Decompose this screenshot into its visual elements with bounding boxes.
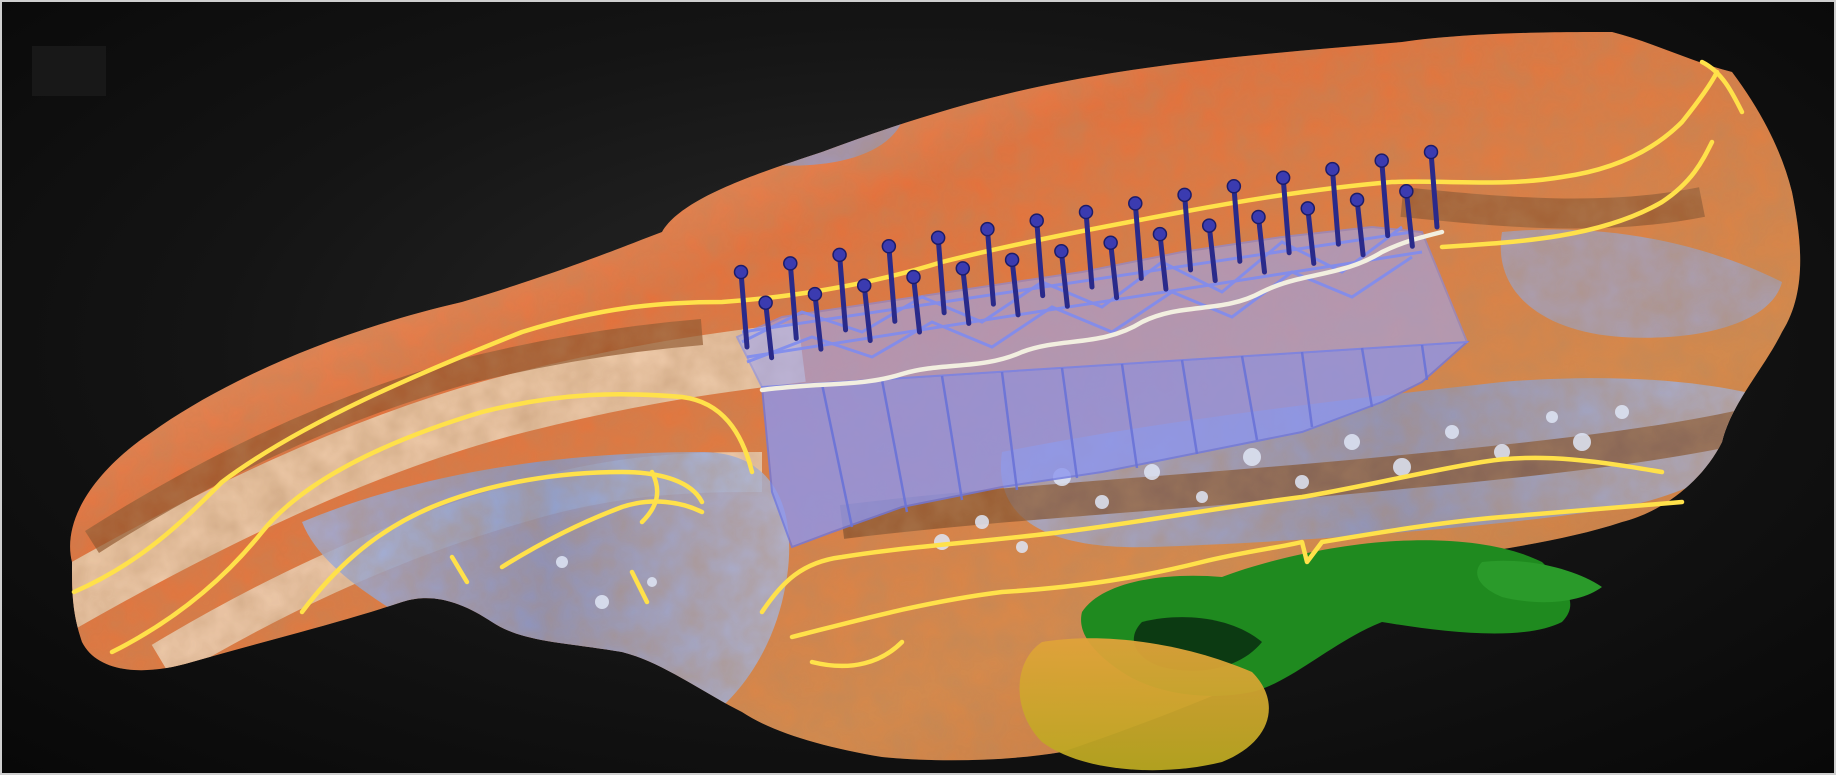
anchor-post [984, 226, 996, 307]
anchor-post-head [1300, 201, 1316, 216]
anchor-post-head [1423, 144, 1439, 160]
anchor-post-head [832, 247, 847, 263]
anchor-post [1354, 197, 1366, 258]
anchor-post [1206, 223, 1218, 284]
anchor-post-head [1004, 252, 1020, 268]
contour-line [71, 69, 1720, 595]
anchor-post-head [1226, 179, 1242, 194]
anchor-post [1329, 166, 1341, 247]
contour-line [1699, 59, 1745, 115]
anchor-post-head [1201, 218, 1217, 233]
contour-line [109, 391, 755, 655]
anchor-post-head [856, 278, 872, 293]
anchor-post-head [1054, 244, 1069, 259]
anchor-post [1403, 188, 1415, 249]
anchor-post [1231, 183, 1243, 264]
anchor-post-head [1325, 161, 1340, 177]
anchor-post-head [1103, 235, 1118, 250]
anchor-post-head [1399, 184, 1414, 199]
anchor-post-head [1251, 209, 1266, 225]
anchor-post-head [881, 239, 897, 254]
vegetation-area [1019, 540, 1602, 771]
anchor-post [1305, 205, 1317, 266]
contour-line [299, 469, 705, 615]
anchor-post-head [906, 269, 921, 285]
wall-surface [760, 340, 1470, 549]
contour-line [1439, 139, 1715, 250]
contour-line [759, 455, 1665, 615]
anchor-post-head [783, 256, 798, 271]
anchor-post [763, 300, 775, 361]
anchor-post [1058, 248, 1070, 309]
anchor-post-head [1275, 170, 1291, 185]
anchor-post [1428, 149, 1440, 230]
anchor-post-head [955, 261, 971, 276]
anchor-post-head [733, 264, 749, 280]
anchor-post-head [980, 221, 995, 237]
anchor-post [861, 283, 873, 344]
anchor-post [935, 235, 947, 316]
anchor-post-head [1128, 196, 1143, 211]
anchor-post [1256, 214, 1267, 275]
anchor-post-head [1152, 226, 1168, 242]
anchor-post [1379, 158, 1391, 239]
contour-line [809, 639, 905, 669]
anchor-post [1182, 192, 1194, 273]
anchor-post [812, 291, 824, 352]
contour-line [499, 499, 705, 570]
anchor-post [960, 265, 972, 326]
anchor-post-head [758, 295, 773, 310]
contour-lines [71, 59, 1745, 669]
anchor-post-head [1374, 153, 1389, 168]
anchor-post [1157, 231, 1169, 292]
crest-line [759, 229, 1445, 393]
anchor-post [911, 274, 922, 335]
anchor-posts [733, 144, 1440, 361]
anchor-post-head [930, 230, 946, 245]
anchor-post [738, 269, 750, 350]
anchor-post [1009, 257, 1021, 318]
anchor-post [1108, 240, 1120, 301]
contour-line [449, 554, 470, 585]
anchor-post-head [1177, 187, 1192, 203]
anchor-post-head [807, 286, 823, 302]
contour-line [789, 499, 1685, 640]
anchor-post [1034, 218, 1046, 299]
contour-line [629, 569, 650, 605]
anchor-post [1132, 200, 1144, 281]
anchor-post [1280, 175, 1292, 256]
anchor-post-head [1078, 204, 1094, 220]
anchor-post [886, 243, 898, 324]
anchor-post-head [1349, 192, 1365, 208]
corner-mark [32, 46, 106, 96]
anchor-post [837, 252, 849, 333]
contour-line [639, 469, 660, 525]
anchor-post [1083, 209, 1095, 290]
retaining-structure [735, 225, 1470, 549]
anchor-post [787, 260, 799, 341]
anchor-post-head [1029, 213, 1044, 228]
